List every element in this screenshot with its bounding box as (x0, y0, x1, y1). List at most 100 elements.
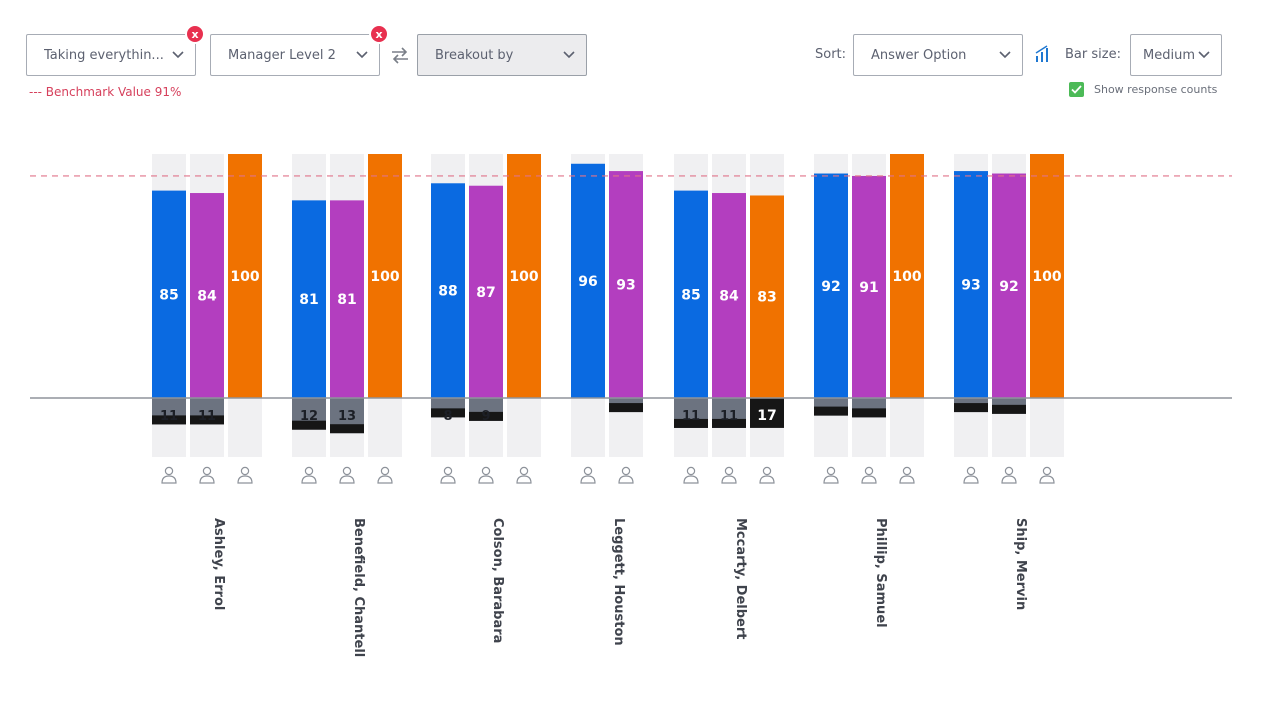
bar-value-label: 91 (859, 280, 878, 296)
person-icon (963, 466, 979, 484)
person-icon (478, 466, 494, 484)
person-icon (759, 466, 775, 484)
bar-value-label: 84 (719, 289, 739, 305)
bar-value-label: 84 (197, 289, 217, 305)
person-icon-head (342, 466, 352, 476)
person-icon (618, 466, 634, 484)
category-label: Phillip, Samuel (873, 518, 888, 628)
benchmark-legend: --- Benchmark Value 91% (29, 85, 182, 99)
bar-value-label: 88 (438, 284, 457, 300)
bar (368, 154, 402, 398)
count-bar-cap (330, 424, 364, 434)
breakout-by-dropdown[interactable]: Breakout by (417, 34, 587, 76)
response-count-label: 8 (443, 409, 452, 424)
response-count-label: 12 (300, 409, 318, 424)
person-icon-body (683, 475, 699, 484)
person-icon-head (443, 466, 453, 476)
person-icon-head (902, 466, 912, 476)
person-icon (440, 466, 456, 484)
person-icon-head (762, 466, 772, 476)
bar (674, 190, 708, 398)
person-icon (861, 466, 877, 484)
bar-value-label: 92 (999, 279, 1018, 295)
show-response-counts-toggle[interactable]: Show response counts (1069, 82, 1217, 97)
bar (954, 171, 988, 398)
person-icon (1039, 466, 1055, 484)
sort-dropdown[interactable]: Answer Option (853, 34, 1023, 76)
person-icon-body (721, 475, 737, 484)
bar-value-label: 100 (892, 269, 921, 285)
filter-dropdown-2-label: Manager Level 2 (228, 47, 336, 63)
person-icon-head (164, 466, 174, 476)
filter-dropdown-1[interactable]: Taking everythin... (26, 34, 196, 76)
person-icon (161, 466, 177, 484)
person-icon-body (199, 475, 215, 484)
count-bar-cap (954, 403, 988, 413)
bar (190, 193, 224, 398)
sort-label: Sort: (815, 47, 847, 62)
count-bar-cap (292, 420, 326, 430)
person-icon (516, 466, 532, 484)
checkbox-checked-icon[interactable] (1069, 82, 1084, 97)
count-bar-cap (712, 418, 746, 428)
bar-value-label: 81 (299, 292, 318, 308)
bar (228, 154, 262, 398)
person-icon-head (481, 466, 491, 476)
person-icon-head (864, 466, 874, 476)
count-bar-cap (431, 408, 465, 418)
person-icon-body (963, 475, 979, 484)
person-icon-head (240, 466, 250, 476)
person-icon-head (304, 466, 314, 476)
person-icon-body (823, 475, 839, 484)
swap-icon[interactable] (389, 44, 411, 66)
bar (992, 173, 1026, 398)
person-icon (377, 466, 393, 484)
person-icon-body (861, 475, 877, 484)
breakout-by-label: Breakout by (435, 47, 514, 63)
person-icon-body (339, 475, 355, 484)
bar (330, 200, 364, 398)
count-bar-cap (609, 403, 643, 413)
person-icon-head (621, 466, 631, 476)
bar-size-icon[interactable] (1034, 44, 1052, 64)
bar-value-label: 100 (230, 269, 259, 285)
category-label: Benefield, Chantell (351, 518, 366, 657)
bar-value-label: 85 (681, 287, 700, 303)
sort-value: Answer Option (871, 47, 967, 63)
bar (431, 183, 465, 398)
chevron-down-icon (171, 48, 185, 62)
bar-value-label: 100 (370, 269, 399, 285)
person-icon-head (380, 466, 390, 476)
filter-dropdown-2[interactable]: Manager Level 2 (210, 34, 380, 76)
show-response-counts-label: Show response counts (1094, 83, 1218, 96)
response-count-label: 11 (198, 409, 216, 424)
person-icon (823, 466, 839, 484)
remove-filter-1-icon[interactable]: x (187, 26, 203, 42)
bar (814, 173, 848, 398)
category-label: Colson, Barabara (490, 518, 505, 643)
person-icon-body (161, 475, 177, 484)
bar (609, 171, 643, 398)
count-bar-cap (814, 406, 848, 416)
person-icon (580, 466, 596, 484)
person-icon (339, 466, 355, 484)
bar-value-label: 100 (509, 269, 538, 285)
bar-size-dropdown[interactable]: Medium (1130, 34, 1222, 76)
category-label: Ashley, Errol (211, 518, 226, 610)
person-icon-head (724, 466, 734, 476)
category-label: Leggett, Houston (611, 518, 626, 646)
bar (712, 193, 746, 398)
count-bar-cap (152, 415, 186, 425)
chevron-down-icon (998, 48, 1012, 62)
count-bar-cap (674, 418, 708, 428)
person-icon (1001, 466, 1017, 484)
person-icon-head (583, 466, 593, 476)
person-icon-body (440, 475, 456, 484)
chevron-down-icon (1197, 48, 1211, 62)
person-icon-head (826, 466, 836, 476)
person-icon (683, 466, 699, 484)
response-count-label: 17 (757, 408, 776, 424)
bar (890, 154, 924, 398)
remove-filter-2-icon[interactable]: x (371, 26, 387, 42)
person-icon-body (516, 475, 532, 484)
